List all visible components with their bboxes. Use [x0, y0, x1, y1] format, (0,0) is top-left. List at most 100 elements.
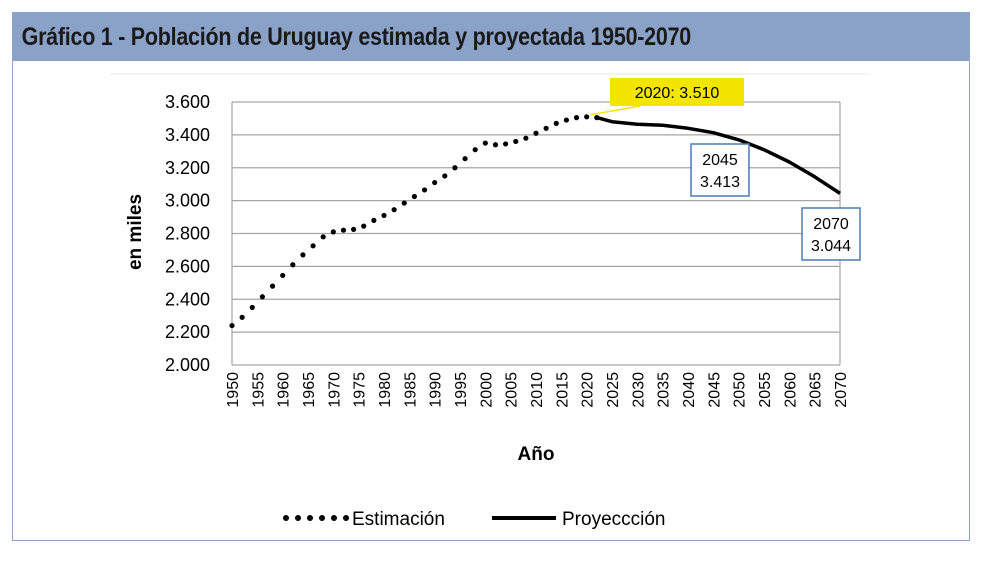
x-tick-label-1: 1955: [250, 372, 267, 408]
estimacion-point-25: [482, 140, 488, 146]
estimacion-point-15: [381, 212, 387, 219]
x-tick-label-6: 1980: [377, 372, 394, 408]
annotation-box-2: [801, 207, 861, 261]
annotation-text-2-0: 2070: [813, 216, 849, 233]
x-tick-label-23: 2065: [808, 372, 825, 408]
estimacion-point-9: [320, 234, 326, 240]
x-tick-label-8: 1990: [428, 372, 445, 408]
legend-dot-1: [295, 515, 301, 521]
estimacion-point-24: [472, 147, 478, 153]
chart-title: Gráfico 1 - Población de Uruguay estimad…: [21, 22, 692, 51]
x-tick-label-16: 2030: [630, 372, 647, 408]
estimacion-point-13: [361, 223, 367, 229]
x-tick-label-17: 2035: [656, 372, 673, 408]
estimacion-point-16: [391, 207, 397, 213]
legend-dot-2: [307, 515, 313, 521]
y-axis-title: en miles: [125, 194, 146, 270]
x-tick-label-2: 1960: [276, 372, 293, 408]
legend-label-estimacion: Estimación: [352, 509, 445, 530]
x-tick-label-3: 1965: [301, 372, 318, 408]
annotations: 2020: 3.510 2045 3.413 2070 3.044: [590, 78, 861, 261]
y-tick-label-3: 2.600: [165, 256, 210, 276]
x-tick-label-5: 1975: [352, 372, 369, 408]
x-tick-label-18: 2040: [681, 372, 698, 408]
estimacion-point-3: [259, 294, 265, 300]
estimacion-point-8: [310, 243, 316, 249]
estimacion-point-11: [340, 227, 347, 233]
annotation-box-1: [690, 143, 750, 197]
y-tick-label-0: 2.000: [165, 355, 210, 375]
estimacion-point-32: [553, 120, 559, 126]
estimacion-point-21: [442, 173, 448, 179]
estimacion-point-30: [533, 130, 539, 136]
x-tick-label-21: 2055: [757, 372, 774, 408]
y-tick-label-2: 2.400: [165, 289, 210, 309]
y-tick-label-7: 3.400: [165, 125, 210, 145]
annotation-0: 2020: 3.510: [590, 78, 744, 116]
estimacion-point-18: [411, 193, 417, 200]
estimacion-point-19: [421, 187, 428, 193]
y-tick-label-6: 3.200: [165, 158, 210, 178]
y-tick-label-5: 3.000: [165, 191, 210, 211]
legend-item-estimacion: Estimación: [283, 509, 445, 530]
estimacion-point-26: [492, 142, 499, 148]
legend: Estimación Proyeccción: [283, 509, 666, 530]
annotation-text-0-0: 2020: 3.510: [635, 85, 720, 102]
x-tick-labels: 1950 1955 1960 1965 1970 1975 1980 1985 1990 1995…: [225, 372, 850, 408]
legend-dot-5: [343, 515, 349, 521]
series: [229, 114, 841, 329]
estimacion-point-7: [300, 252, 306, 258]
estimacion-point-31: [543, 125, 549, 131]
x-tick-label-20: 2050: [732, 372, 749, 408]
annotation-box-0: [610, 78, 744, 106]
y-tick-label-1: 2.200: [165, 322, 210, 342]
legend-dot-4: [331, 515, 337, 521]
estimacion-point-0: [229, 322, 235, 329]
y-tick-label-4: 2.800: [165, 224, 210, 244]
grid: [231, 101, 841, 366]
annotation-text-1-1: 3.413: [700, 174, 740, 191]
estimacion-point-1: [239, 314, 245, 320]
x-tick-label-11: 2005: [504, 372, 521, 408]
legend-dot-3: [319, 515, 325, 521]
estimacion-point-33: [563, 117, 570, 123]
x-tick-label-4: 1970: [326, 372, 343, 408]
x-tick-label-12: 2010: [529, 372, 546, 408]
x-tick-label-15: 2025: [605, 372, 622, 408]
annotation-1: 2045 3.413: [690, 143, 750, 197]
legend-dot-0: [283, 515, 289, 521]
title-bar: Gráfico 1 - Población de Uruguay estimad…: [13, 13, 969, 61]
estimacion-point-2: [249, 304, 255, 311]
chart-frame: Gráfico 1 - Población de Uruguay estimad…: [12, 12, 970, 541]
annotation-text-1-0: 2045: [702, 152, 738, 169]
estimacion-point-14: [371, 217, 377, 223]
estimacion-point-5: [280, 272, 286, 279]
x-tick-label-14: 2020: [580, 372, 597, 408]
annotation-leader-0: [590, 105, 641, 116]
estimacion-point-12: [351, 226, 357, 232]
estimacion-point-27: [503, 141, 509, 147]
estimacion-point-34: [573, 115, 580, 121]
estimacion-point-22: [452, 165, 458, 171]
x-tick-label-13: 2015: [554, 372, 571, 408]
estimacion-point-6: [290, 262, 296, 268]
estimacion-point-20: [432, 179, 438, 186]
proyeccion-line: [596, 115, 841, 195]
estimacion-point-29: [523, 135, 529, 141]
estimacion-point-23: [462, 156, 468, 162]
estimacion-point-10: [330, 229, 336, 235]
x-axis-title: Año: [518, 444, 555, 465]
y-tick-labels: 2.000 2.200 2.400 2.600 2.800 3.000 3.200 3.400…: [165, 92, 210, 375]
legend-marker-estimacion: [283, 515, 349, 521]
legend-label-proyeccion: Proyeccción: [562, 509, 666, 530]
estimacion-point-28: [513, 138, 519, 145]
x-tick-label-22: 2060: [782, 372, 799, 408]
estimacion-point-17: [401, 200, 407, 206]
x-tick-label-19: 2045: [706, 372, 723, 408]
x-tick-label-24: 2070: [833, 372, 850, 408]
annotation-2: 2070 3.044: [801, 207, 861, 261]
y-tick-label-8: 3.600: [165, 92, 210, 112]
x-tick-label-0: 1950: [225, 372, 242, 408]
estimacion-point-4: [269, 283, 276, 289]
